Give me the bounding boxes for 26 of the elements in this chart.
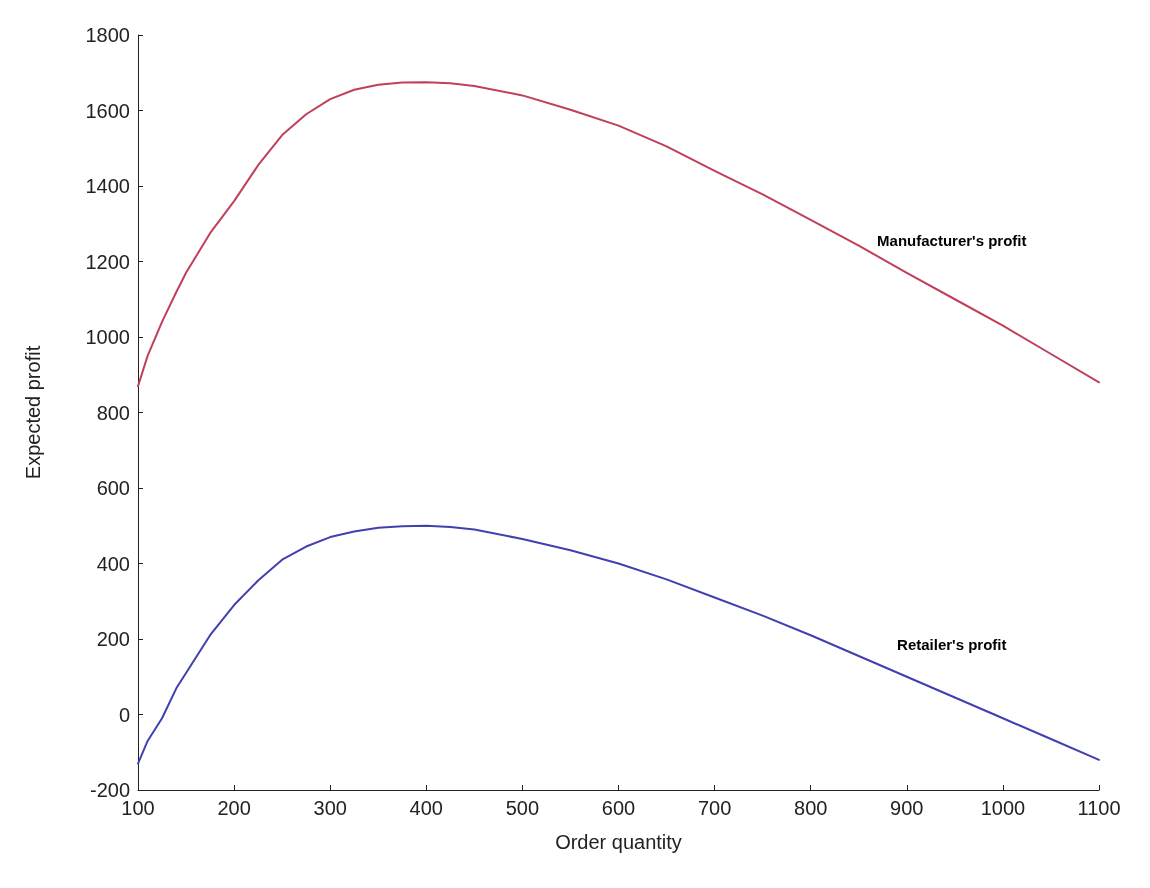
y-tick-label: 0 [118,703,130,726]
y-tick-label: 1800 [85,24,130,46]
y-tick-label: 400 [96,552,130,575]
x-tick-label: 700 [697,797,732,819]
x-tick-label: 1100 [1077,797,1121,819]
x-tick-label: 500 [505,797,540,819]
x-tick-label: 200 [217,797,251,819]
line-series [137,81,1100,388]
y-tick-label: 1400 [85,175,130,197]
x-tick-label: 300 [313,797,347,819]
x-tick-label: 900 [890,797,924,819]
y-tick-label: 1000 [85,326,130,348]
series-label: Retailer's profit [897,636,1007,654]
x-axis-title: Order quantity [555,831,682,853]
x-tick-label: 600 [601,797,636,819]
x-tick-label: 1000 [980,797,1026,819]
y-tick-label: 600 [96,477,130,499]
y-tick-label: 1600 [85,99,130,122]
y-tick-label: 1200 [85,250,130,273]
y-axis-title: Expected profit [22,345,44,480]
line-series [137,524,1100,765]
x-tick-label: 800 [794,797,828,819]
series-label: Manufacturer's profit [877,232,1027,250]
y-tick-label: 800 [96,401,130,424]
x-tick-label: 400 [409,797,443,819]
y-tick-label: 200 [96,628,130,650]
